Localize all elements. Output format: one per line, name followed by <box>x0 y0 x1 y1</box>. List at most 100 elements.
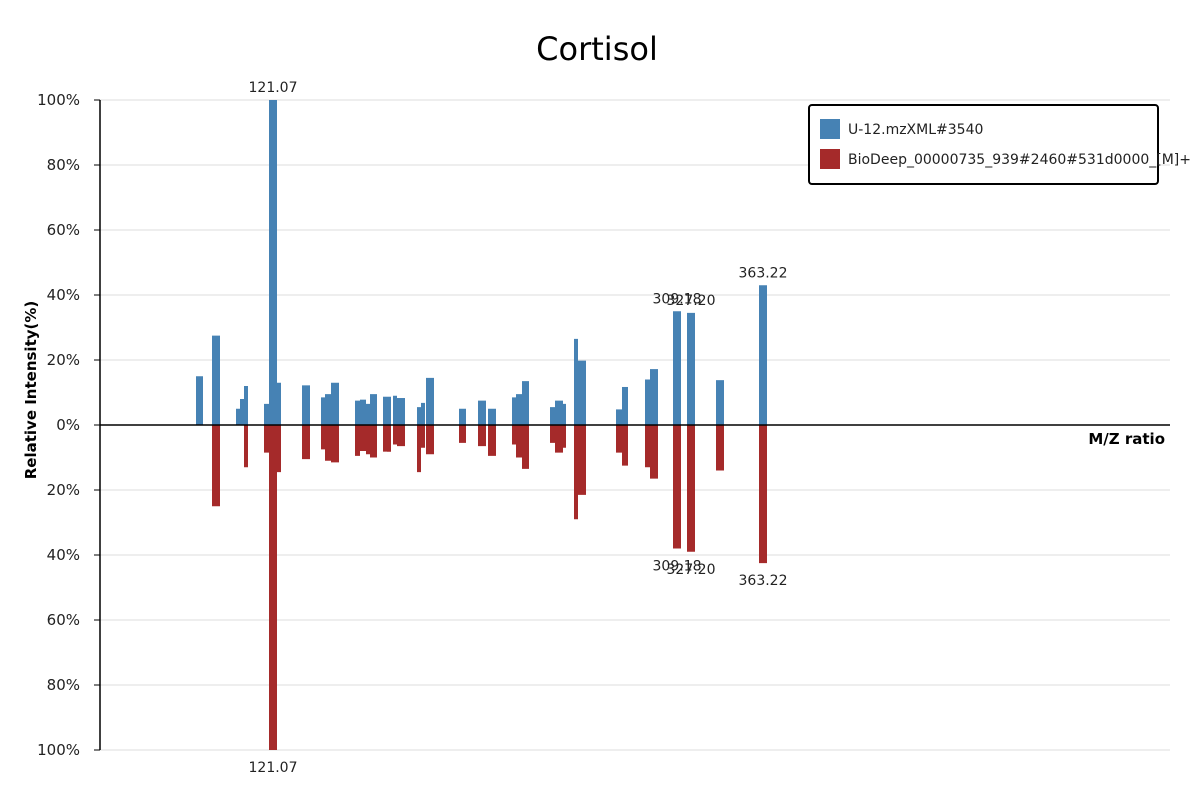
bar-reference <box>645 425 650 468</box>
bar-sample <box>578 360 586 425</box>
bar-reference <box>269 425 277 750</box>
bar-reference <box>387 425 391 452</box>
bar-sample <box>516 394 524 425</box>
y-tick-label: 0% <box>56 416 80 434</box>
bar-sample <box>687 312 695 425</box>
bar-sample <box>397 398 405 425</box>
y-axis-label: Relative Intensity(%) <box>22 301 40 480</box>
bar-sample <box>459 408 466 425</box>
bar-sample <box>561 403 566 425</box>
bar-sample <box>276 382 281 425</box>
peak-label-bottom: 309.18 <box>653 559 702 575</box>
bar-sample <box>236 408 240 425</box>
y-tick-label: 20% <box>47 351 80 369</box>
y-tick-label: 40% <box>47 546 80 564</box>
bar-reference <box>264 425 269 453</box>
y-tick-label: 40% <box>47 286 80 304</box>
bar-reference <box>417 425 421 473</box>
legend-swatch-series-1 <box>820 119 840 139</box>
bar-sample <box>302 385 310 425</box>
bar-sample <box>574 338 578 425</box>
bar-reference <box>578 425 586 495</box>
bar-sample <box>650 369 658 425</box>
bar-reference <box>426 425 434 455</box>
peak-label-top: 309.18 <box>653 291 702 307</box>
bar-sample <box>488 408 496 425</box>
bar-sample <box>366 403 370 425</box>
bar-sample <box>212 335 220 425</box>
bar-sample <box>478 400 486 425</box>
bar-sample <box>196 376 203 425</box>
bar-sample <box>360 399 366 425</box>
y-tick-label: 80% <box>47 676 80 694</box>
bar-sample <box>325 394 331 425</box>
legend-swatch-series-2 <box>820 149 840 169</box>
y-tick-label: 100% <box>37 741 80 759</box>
bar-sample <box>264 403 269 425</box>
bar-sample <box>355 400 360 425</box>
bar-reference <box>360 425 366 451</box>
bar-reference <box>488 425 496 456</box>
x-axis-label: M/Z ratio <box>1088 430 1165 448</box>
bar-sample <box>417 407 421 425</box>
chart-title: Cortisol <box>536 30 658 68</box>
bar-reference <box>550 425 555 443</box>
bar-reference <box>355 425 360 456</box>
peak-label-top: 327.20 <box>667 293 716 309</box>
peak-label-bottom: 121.07 <box>249 760 298 776</box>
bar-reference <box>459 425 466 443</box>
bar-sample <box>269 100 277 425</box>
y-tick-label: 80% <box>47 156 80 174</box>
bar-sample <box>426 377 434 425</box>
legend-entry-series-2: BioDeep_00000735_939#2460#531d0000_[M]+ <box>848 152 1191 168</box>
bar-reference <box>397 425 405 447</box>
peak-labels: 121.07309.18327.20363.22121.07309.18327.… <box>249 80 788 776</box>
bar-reference <box>673 425 681 549</box>
y-tick-label: 20% <box>47 481 80 499</box>
bar-sample <box>555 400 563 425</box>
bar-sample <box>622 386 628 425</box>
bar-reference <box>516 425 524 458</box>
bar-reference <box>561 425 566 448</box>
bar-sample <box>550 407 555 425</box>
bar-reference <box>650 425 658 479</box>
y-tick-label: 60% <box>47 221 80 239</box>
grid-lines <box>100 99 1170 751</box>
bar-reference <box>321 425 325 450</box>
y-tick-label: 60% <box>47 611 80 629</box>
y-tick-label: 100% <box>37 91 80 109</box>
bar-sample <box>645 379 650 425</box>
bar-sample <box>244 386 248 425</box>
bar-reference <box>716 425 724 471</box>
legend-entry-series-1: U-12.mzXML#3540 <box>848 122 983 138</box>
bar-reference <box>302 425 310 460</box>
bars <box>196 100 767 750</box>
bar-reference <box>370 425 377 458</box>
bar-sample <box>522 381 529 425</box>
bar-sample <box>393 395 397 425</box>
bar-reference <box>212 425 220 507</box>
bar-sample <box>673 311 681 425</box>
bar-reference <box>421 425 425 448</box>
bar-sample <box>512 397 516 425</box>
bar-reference <box>687 425 695 552</box>
bar-sample <box>421 402 425 425</box>
y-tick-labels: 100% 80% 60% 40% 20% 0% 20% 40% 60% 80% 100% <box>37 91 100 759</box>
bar-sample <box>759 285 767 425</box>
bar-reference <box>244 425 248 468</box>
bar-sample <box>616 409 624 425</box>
bar-reference <box>759 425 767 564</box>
bar-reference <box>574 425 578 520</box>
bar-sample <box>321 397 325 425</box>
peak-label-top: 363.22 <box>739 265 788 281</box>
legend: U-12.mzXML#3540 BioDeep_00000735_939#246… <box>808 104 1191 185</box>
bar-sample <box>240 399 244 425</box>
bar-reference <box>555 425 563 453</box>
bar-reference <box>366 425 370 455</box>
peak-label-bottom: 363.22 <box>739 573 788 589</box>
bar-reference <box>393 425 397 445</box>
bar-reference <box>325 425 331 461</box>
bar-sample <box>331 382 339 425</box>
bar-reference <box>522 425 529 469</box>
